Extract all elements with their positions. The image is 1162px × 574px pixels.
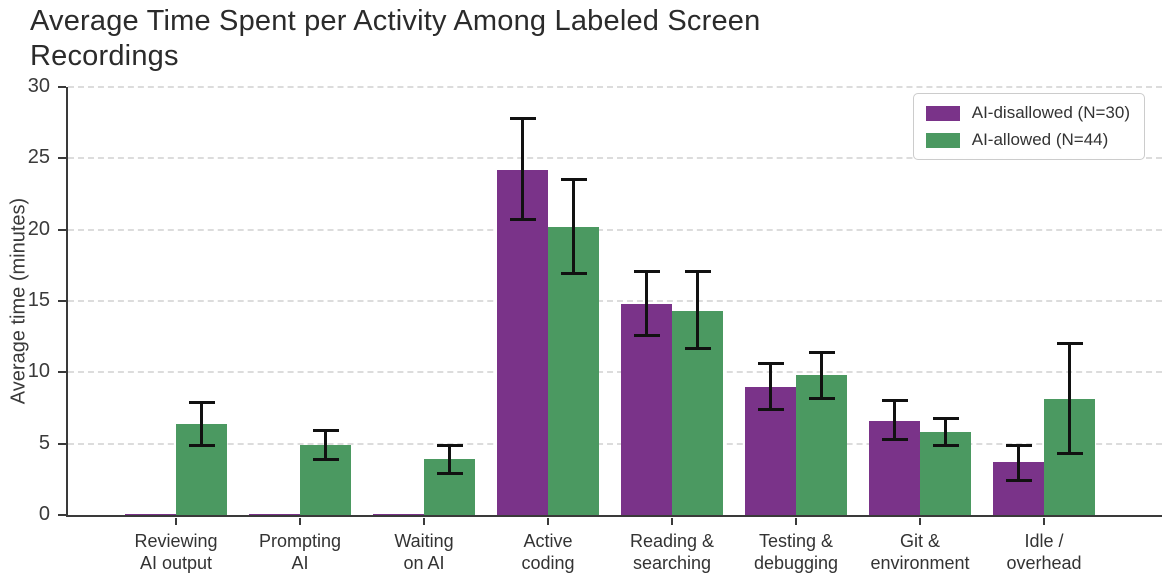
x-tick-0 xyxy=(175,518,177,525)
error-cap-top xyxy=(932,416,959,420)
error-bar xyxy=(1017,445,1020,481)
bar xyxy=(373,513,424,515)
error-bar xyxy=(448,445,451,474)
error-cap-bottom xyxy=(560,272,587,276)
legend-item-ai-allowed: AI-allowed (N=44) xyxy=(925,130,1130,150)
x-tick-1 xyxy=(299,518,301,525)
bar xyxy=(621,303,672,515)
error-cap-bottom xyxy=(1005,479,1032,483)
y-tick-25 xyxy=(58,157,66,160)
legend-swatch-ai-disallowed xyxy=(925,105,960,121)
y-tick-label-25: 25 xyxy=(27,146,50,169)
x-tick-4 xyxy=(671,518,673,525)
gridline-y15 xyxy=(68,300,1162,302)
error-cap-top xyxy=(684,269,711,273)
error-cap-top xyxy=(436,443,463,447)
error-cap-bottom xyxy=(881,437,908,441)
error-bar xyxy=(645,271,648,336)
error-cap-top xyxy=(881,399,908,403)
y-tick-0 xyxy=(58,514,66,516)
x-label-7: Idle / overhead xyxy=(1006,531,1082,574)
error-bar xyxy=(200,402,203,446)
y-tick-label-5: 5 xyxy=(38,431,50,454)
error-cap-bottom xyxy=(509,218,536,222)
x-tick-3 xyxy=(547,518,549,525)
bar xyxy=(497,169,548,515)
legend-swatch-ai-allowed xyxy=(925,132,960,148)
x-tick-7 xyxy=(1043,518,1045,525)
error-bar xyxy=(1068,343,1071,454)
legend-label-ai-disallowed: AI-disallowed (N=30) xyxy=(971,103,1130,122)
x-label-5: Testing & debugging xyxy=(753,531,839,574)
x-label-6: Git & environment xyxy=(870,531,970,574)
plot-area: 0 5 10 15 20 25 30 Reviewing AI output Prompting… xyxy=(28,75,1162,573)
error-bar xyxy=(820,352,823,399)
y-tick-label-10: 10 xyxy=(27,360,50,383)
chart-title: Average Time Spent per Activity Among La… xyxy=(30,5,761,73)
error-cap-bottom xyxy=(633,333,660,337)
x-label-4: Reading & searching xyxy=(629,531,715,574)
gridline-y5 xyxy=(68,442,1162,445)
y-tick-label-15: 15 xyxy=(27,289,50,311)
error-cap-top xyxy=(312,429,339,433)
error-bar xyxy=(696,271,699,349)
error-cap-bottom xyxy=(436,472,463,476)
y-tick-20 xyxy=(58,228,66,231)
y-tick-15 xyxy=(58,300,66,302)
legend: AI-disallowed (N=30) AI-allowed (N=44) xyxy=(912,93,1145,160)
x-label-3: Active coding xyxy=(521,531,575,574)
gridline-y20 xyxy=(68,228,1162,231)
error-cap-top xyxy=(633,269,660,273)
gridline-y10 xyxy=(68,371,1162,374)
gridline-y25 xyxy=(68,157,1162,160)
y-tick-30 xyxy=(58,86,66,88)
x-tick-5 xyxy=(795,518,797,525)
error-cap-top xyxy=(560,178,587,182)
x-label-2: Waiting on AI xyxy=(394,531,454,574)
legend-label-ai-allowed: AI-allowed (N=44) xyxy=(971,130,1109,149)
error-cap-bottom xyxy=(188,443,215,447)
error-cap-top xyxy=(808,350,835,354)
error-cap-top xyxy=(757,362,784,366)
y-tick-label-30: 30 xyxy=(27,75,50,97)
error-bar xyxy=(893,400,896,440)
gridline-y30 xyxy=(68,86,1162,88)
error-cap-bottom xyxy=(1056,452,1083,456)
error-bar xyxy=(521,118,524,220)
y-tick-label-0: 0 xyxy=(38,503,50,525)
error-cap-bottom xyxy=(808,396,835,400)
error-cap-top xyxy=(1056,342,1083,346)
y-tick-label-20: 20 xyxy=(27,217,50,240)
bar xyxy=(249,513,300,515)
error-cap-bottom xyxy=(757,407,784,411)
x-label-1: Prompting AI xyxy=(258,531,342,574)
error-cap-top xyxy=(509,116,536,120)
x-tick-6 xyxy=(919,518,921,525)
legend-item-ai-disallowed: AI-disallowed (N=30) xyxy=(925,103,1130,123)
error-bar xyxy=(769,363,772,410)
error-cap-bottom xyxy=(312,457,339,461)
y-tick-5 xyxy=(58,442,66,445)
y-tick-10 xyxy=(58,371,66,374)
error-bar xyxy=(572,179,575,274)
error-cap-bottom xyxy=(932,443,959,447)
error-bar xyxy=(324,430,327,460)
bar xyxy=(125,513,176,515)
x-label-0: Reviewing AI output xyxy=(134,531,218,574)
error-cap-top xyxy=(1005,443,1032,447)
error-cap-top xyxy=(188,400,215,404)
error-bar xyxy=(944,418,947,446)
x-tick-2 xyxy=(423,518,425,525)
error-cap-bottom xyxy=(684,346,711,350)
